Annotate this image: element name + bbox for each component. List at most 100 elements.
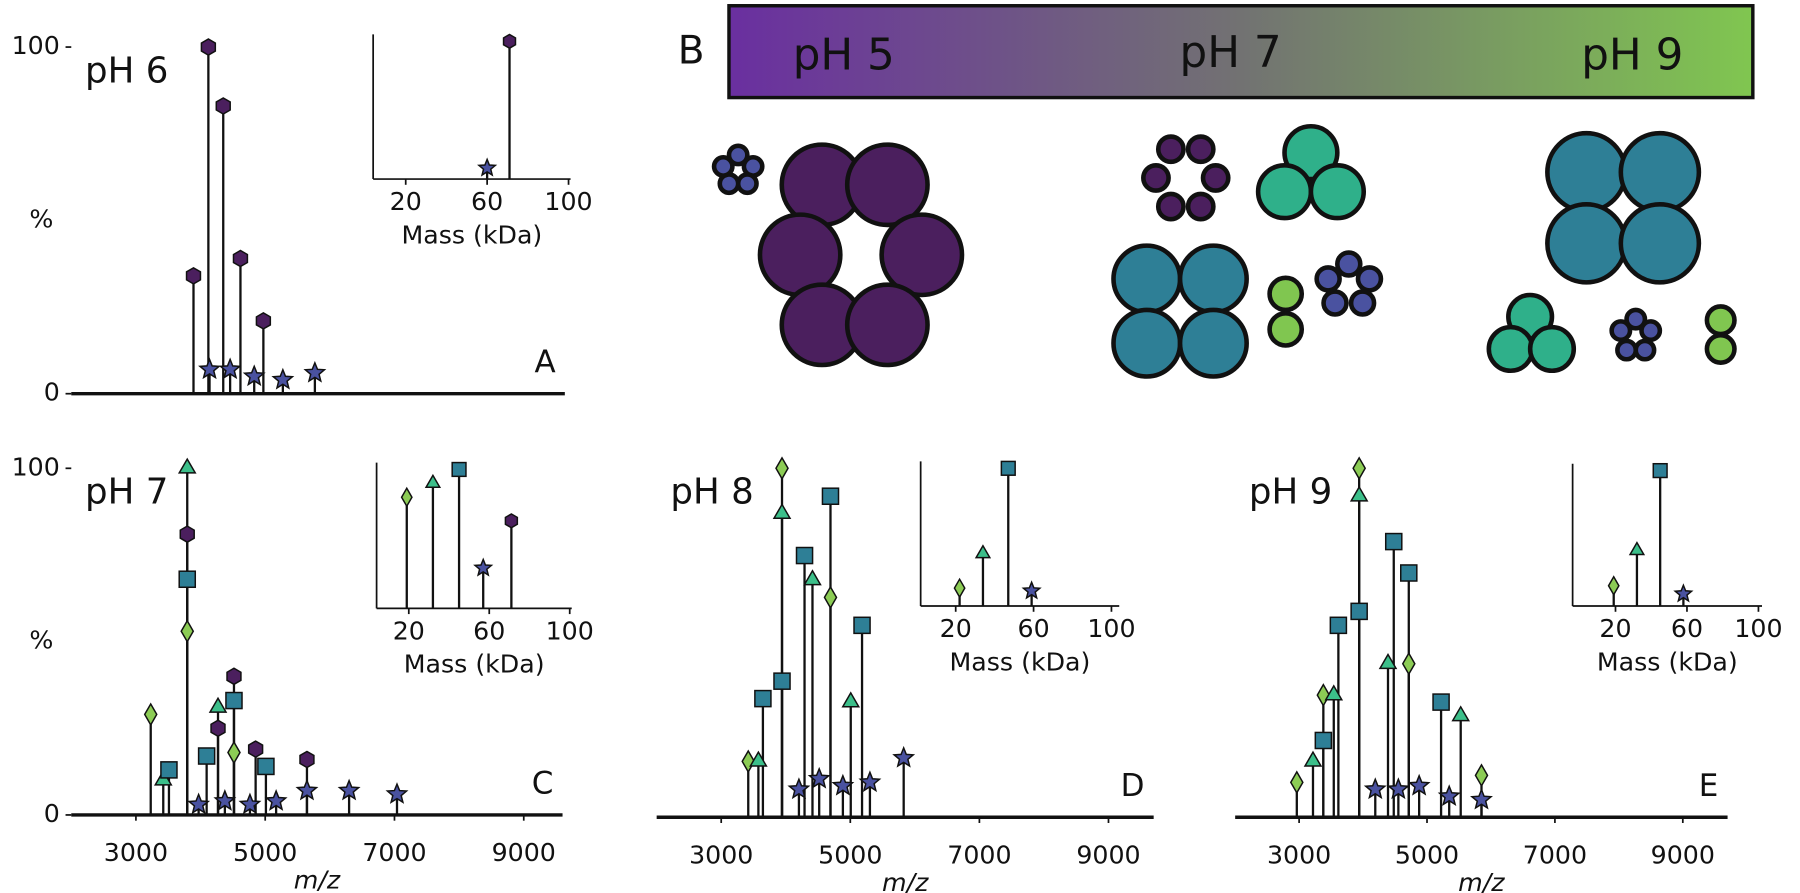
assemblies xyxy=(711,123,1737,379)
peak-marker xyxy=(424,473,442,489)
peak-marker xyxy=(1437,784,1461,807)
x-tick-label: 7000 xyxy=(1523,840,1587,869)
peak-marker xyxy=(177,457,197,474)
peak-marker xyxy=(218,357,242,380)
peak-marker xyxy=(841,691,861,708)
x-tick-label: 5000 xyxy=(1395,840,1459,869)
peak-marker xyxy=(257,757,275,776)
panel-letter: D xyxy=(1121,768,1145,804)
x-tick-label: 100 xyxy=(1734,614,1782,643)
peak-marker xyxy=(1470,787,1493,810)
peak-marker xyxy=(477,157,498,177)
peak-marker xyxy=(271,367,295,390)
peak-marker xyxy=(226,667,242,686)
peak-marker xyxy=(807,766,831,789)
x-axis-label: Mass (kDa) xyxy=(401,220,542,249)
peak-marker xyxy=(143,702,158,727)
peak-marker xyxy=(197,747,216,765)
peak-marker xyxy=(1329,616,1348,635)
x-tick-label: 5000 xyxy=(818,840,882,869)
x-axis-label: m/z xyxy=(882,868,929,893)
x-tick-label: 9000 xyxy=(1651,840,1715,869)
peak-marker xyxy=(787,777,811,800)
peak-marker xyxy=(775,456,789,481)
x-tick-label: 20 xyxy=(940,614,972,643)
peak-marker xyxy=(953,577,966,599)
peak-marker xyxy=(749,750,768,767)
peak-marker xyxy=(225,691,243,710)
peak-marker xyxy=(1401,651,1416,676)
panel-letter: E xyxy=(1699,768,1719,804)
peak-marker xyxy=(1289,770,1304,795)
peak-marker xyxy=(1378,652,1398,670)
y-tick-label: 100 xyxy=(12,452,60,481)
peak-marker xyxy=(1314,731,1333,750)
peak-marker xyxy=(178,570,197,589)
peak-marker xyxy=(299,750,315,769)
peak-marker xyxy=(754,689,772,708)
peak-marker xyxy=(831,773,855,796)
x-tick-label: 20 xyxy=(390,187,422,216)
peak-marker xyxy=(1021,580,1042,600)
x-tick-label: 7000 xyxy=(362,838,426,867)
peak-marker xyxy=(1407,773,1431,796)
peak-marker xyxy=(803,569,822,586)
peak-marker xyxy=(179,525,195,544)
peak-marker xyxy=(823,585,838,610)
x-tick-label: 60 xyxy=(1018,614,1050,643)
peak-marker xyxy=(451,461,467,478)
peak-marker xyxy=(242,364,266,387)
peak-marker xyxy=(1349,485,1369,502)
peak-marker xyxy=(1384,532,1403,551)
x-tick-label: 20 xyxy=(1599,614,1631,643)
x-tick-label: 100 xyxy=(544,187,592,216)
peak-marker xyxy=(187,792,211,815)
y-tick-label: 100 xyxy=(12,31,60,60)
panel-letter: B xyxy=(678,28,705,73)
peak-marker xyxy=(215,97,231,115)
peak-marker xyxy=(160,761,178,779)
peak-marker xyxy=(247,740,264,758)
panel-letter: C xyxy=(532,766,554,802)
peak-marker xyxy=(504,513,519,529)
peak-marker xyxy=(1000,460,1016,476)
peak-marker xyxy=(1673,583,1694,603)
peak-marker xyxy=(255,312,272,330)
x-tick-label: 60 xyxy=(471,187,503,216)
peak-marker xyxy=(295,778,319,801)
x-axis-label: Mass (kDa) xyxy=(950,647,1091,676)
peak-marker xyxy=(1386,777,1410,800)
peak-marker xyxy=(232,249,249,268)
panel-title: pH 7 xyxy=(85,472,168,513)
x-tick-label: 5000 xyxy=(233,838,297,867)
peak-marker xyxy=(1474,763,1489,788)
peak-marker xyxy=(208,696,228,713)
x-tick-label: 9000 xyxy=(1076,840,1140,869)
peak-marker xyxy=(795,546,814,565)
x-tick-label: 60 xyxy=(473,616,505,645)
peak-marker xyxy=(238,792,262,815)
peak-marker xyxy=(858,770,882,793)
panel-b: B pH 5 pH 7 pH 9 xyxy=(678,4,1755,379)
y-tick-label: 0 xyxy=(44,378,60,407)
peak-marker xyxy=(892,745,916,768)
panel-letter: A xyxy=(534,344,555,380)
y-axis-label: % xyxy=(29,204,53,233)
peak-marker xyxy=(198,357,221,380)
peak-marker xyxy=(400,486,413,508)
x-tick-label: 3000 xyxy=(689,840,753,869)
x-axis-label: m/z xyxy=(1458,868,1505,893)
panel-title: pH 9 xyxy=(1249,472,1332,513)
peak-marker xyxy=(264,789,288,811)
peak-marker xyxy=(1652,462,1668,479)
peak-marker xyxy=(1316,683,1331,708)
peak-marker xyxy=(1451,705,1471,722)
peak-marker xyxy=(502,33,517,50)
x-axis-label: Mass (kDa) xyxy=(1597,647,1738,676)
peak-marker xyxy=(303,360,327,383)
peak-marker xyxy=(1432,693,1450,711)
peak-marker xyxy=(1607,575,1620,597)
peak-marker xyxy=(773,672,791,690)
x-tick-label: 20 xyxy=(393,616,425,645)
